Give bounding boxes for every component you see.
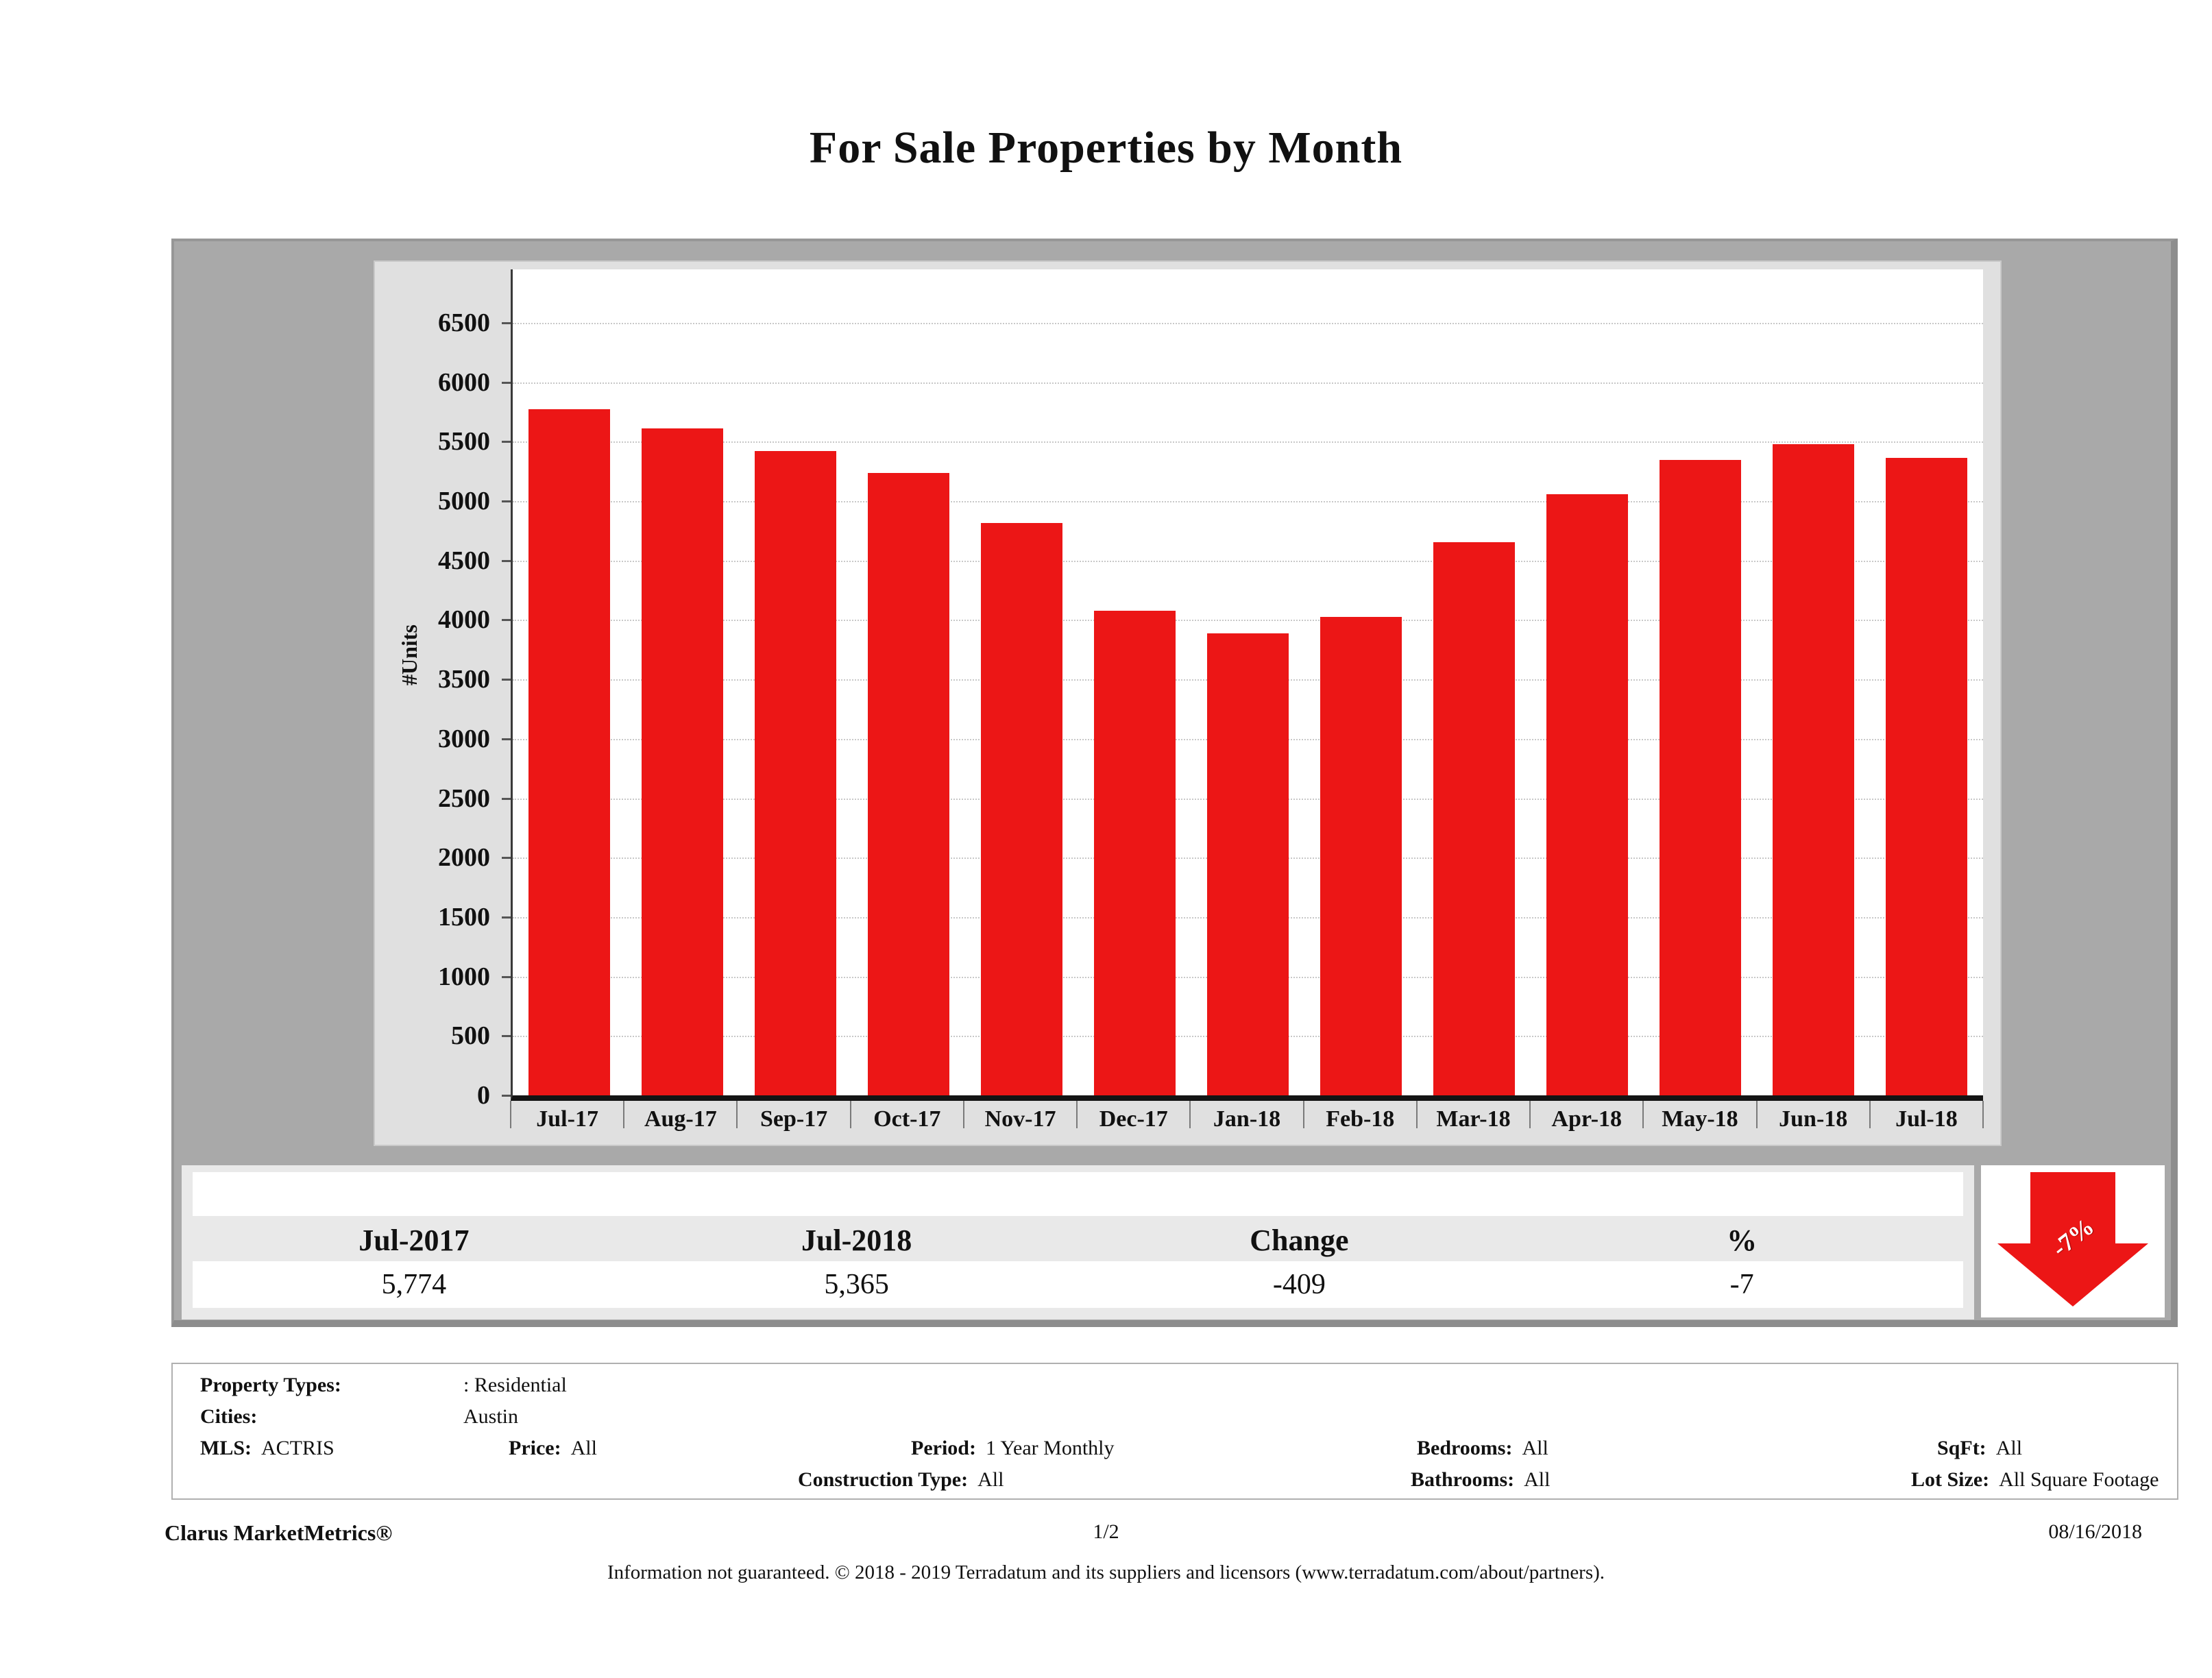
x-label-Dec-17: Dec-17 [1076,1101,1190,1136]
bar-Dec-17 [1094,611,1176,1095]
x-label-Jul-17: Jul-17 [510,1101,624,1136]
x-label-Jan-18: Jan-18 [1189,1101,1303,1136]
y-tick-mark [502,857,511,860]
bar-Sep-17 [755,451,836,1095]
x-label-Oct-17: Oct-17 [849,1101,964,1136]
x-label-Jul-18: Jul-18 [1869,1101,1984,1136]
y-tick-0: 0 [477,1081,490,1110]
page-title: For Sale Properties by Month [809,123,1403,173]
bar-Oct-17 [868,473,949,1095]
report-criteria-panel: Property Types:: Residential Cities: Aust… [171,1363,2178,1500]
summary-value-%: -7 [1729,1269,1754,1300]
y-tick-2000: 2000 [438,843,490,873]
down-arrow-icon-head [1997,1243,2148,1306]
summary-value-Jul-2018: 5,365 [824,1269,889,1300]
summary-table: Jul-2017 Jul-2018 Change% 5,774 5,365 -409 -7 [182,1165,1974,1320]
chart-panel: #Units 0 500 1000 1500 2000 2500 3000 3500 4000 4… [374,260,2002,1146]
gridline-5500 [513,441,1983,443]
footer-page-number: 1/2 [1093,1520,1119,1543]
x-label-Aug-17: Aug-17 [623,1101,737,1136]
summary-header-row: Jul-2017 Jul-2018 Change% [193,1219,1963,1261]
gridline-6000 [513,382,1983,384]
y-tick-mark [502,797,511,800]
y-tick-500: 500 [451,1021,490,1051]
gridline-6500 [513,323,1983,325]
footer-date: 08/16/2018 [2048,1520,2142,1543]
summary-header-Jul-2018: Jul-2018 [801,1223,912,1257]
trend-arrow-box: -7% [1981,1165,2165,1317]
bathrooms-field: Bathrooms: All [1411,1468,1551,1491]
y-tick-1000: 1000 [438,962,490,991]
y-tick-1500: 1500 [438,902,490,932]
sqft-field: SqFt: All [1937,1437,2023,1459]
y-tick-mark [502,500,511,503]
footer-brand: Clarus MarketMetrics® [165,1520,393,1545]
footer-disclaimer: Information not guaranteed. © 2018 - 201… [607,1561,1605,1583]
cities-field: Cities: Austin [200,1405,519,1428]
x-label-Apr-18: Apr-18 [1529,1101,1643,1136]
bar-Jul-17 [528,409,610,1095]
y-tick-mark [502,975,511,978]
y-tick-5500: 5500 [438,427,490,457]
summary-header-%: % [1727,1223,1758,1257]
bar-Feb-18 [1320,617,1402,1095]
x-label-Sep-17: Sep-17 [736,1101,850,1136]
property-types-field: Property Types:: Residential [200,1374,567,1396]
gridline-4000 [513,620,1983,622]
y-tick-3000: 3000 [438,724,490,753]
bar-series [513,269,1983,1095]
bar-Jun-18 [1773,443,1854,1095]
period-field: Period: 1 Year Monthly [911,1437,1115,1459]
mls-field: MLS: ACTRIS [200,1437,335,1459]
bedrooms-field: Bedrooms: All [1417,1437,1548,1459]
y-tick-mark [502,679,511,681]
summary-header-Jul-2017: Jul-2017 [358,1223,470,1257]
y-tick-mark [502,916,511,919]
summary-value-Change: -409 [1272,1269,1326,1300]
price-field: Price: All [509,1437,597,1459]
summary-empty-row [193,1172,1963,1216]
plot-area [511,269,1983,1101]
x-label-Mar-18: Mar-18 [1415,1101,1530,1136]
y-tick-mark [502,738,511,740]
x-label-Nov-17: Nov-17 [962,1101,1077,1136]
y-tick-mark [502,441,511,443]
chart-outer-panel: #Units 0 500 1000 1500 2000 2500 3000 3500 4000 4… [171,239,2178,1327]
construction-type-field: Construction Type: All [798,1468,1004,1491]
y-tick-4000: 4000 [438,605,490,635]
lot-size-field: Lot Size: All Square Footage [1911,1468,2159,1491]
y-tick-mark [502,1035,511,1038]
bar-Aug-17 [642,428,723,1095]
bar-Nov-17 [981,523,1062,1095]
y-tick-3500: 3500 [438,665,490,694]
bar-May-18 [1660,460,1741,1095]
summary-value-row: 5,774 5,365 -409 -7 [193,1261,1963,1308]
summary-value-Jul-2017: 5,774 [381,1269,447,1300]
y-tick-mark [502,1095,511,1097]
y-tick-mark [502,381,511,384]
gridline-5000 [513,501,1983,503]
x-label-Feb-18: Feb-18 [1302,1101,1417,1136]
x-axis-labels: Jul-17 Aug-17 Sep-17 Oct-17 Nov-17 Dec-17 Jan-… [510,1101,1984,1136]
y-tick-mark [502,619,511,622]
y-tick-6000: 6000 [438,367,490,397]
y-tick-mark [502,322,511,325]
bar-Apr-18 [1546,494,1628,1095]
y-tick-6500: 6500 [438,308,490,338]
y-tick-mark [502,559,511,562]
x-label-Jun-18: Jun-18 [1755,1101,1870,1136]
down-arrow-icon [2030,1172,2115,1243]
gridline-4500 [513,560,1983,562]
x-label-May-18: May-18 [1642,1101,1756,1136]
bar-Jan-18 [1207,633,1289,1095]
bar-Mar-18 [1433,542,1515,1095]
y-tick-2500: 2500 [438,783,490,813]
bar-Jul-18 [1886,457,1967,1095]
summary-header-Change: Change [1250,1223,1349,1257]
y-tick-4500: 4500 [438,546,490,575]
y-tick-5000: 5000 [438,487,490,516]
